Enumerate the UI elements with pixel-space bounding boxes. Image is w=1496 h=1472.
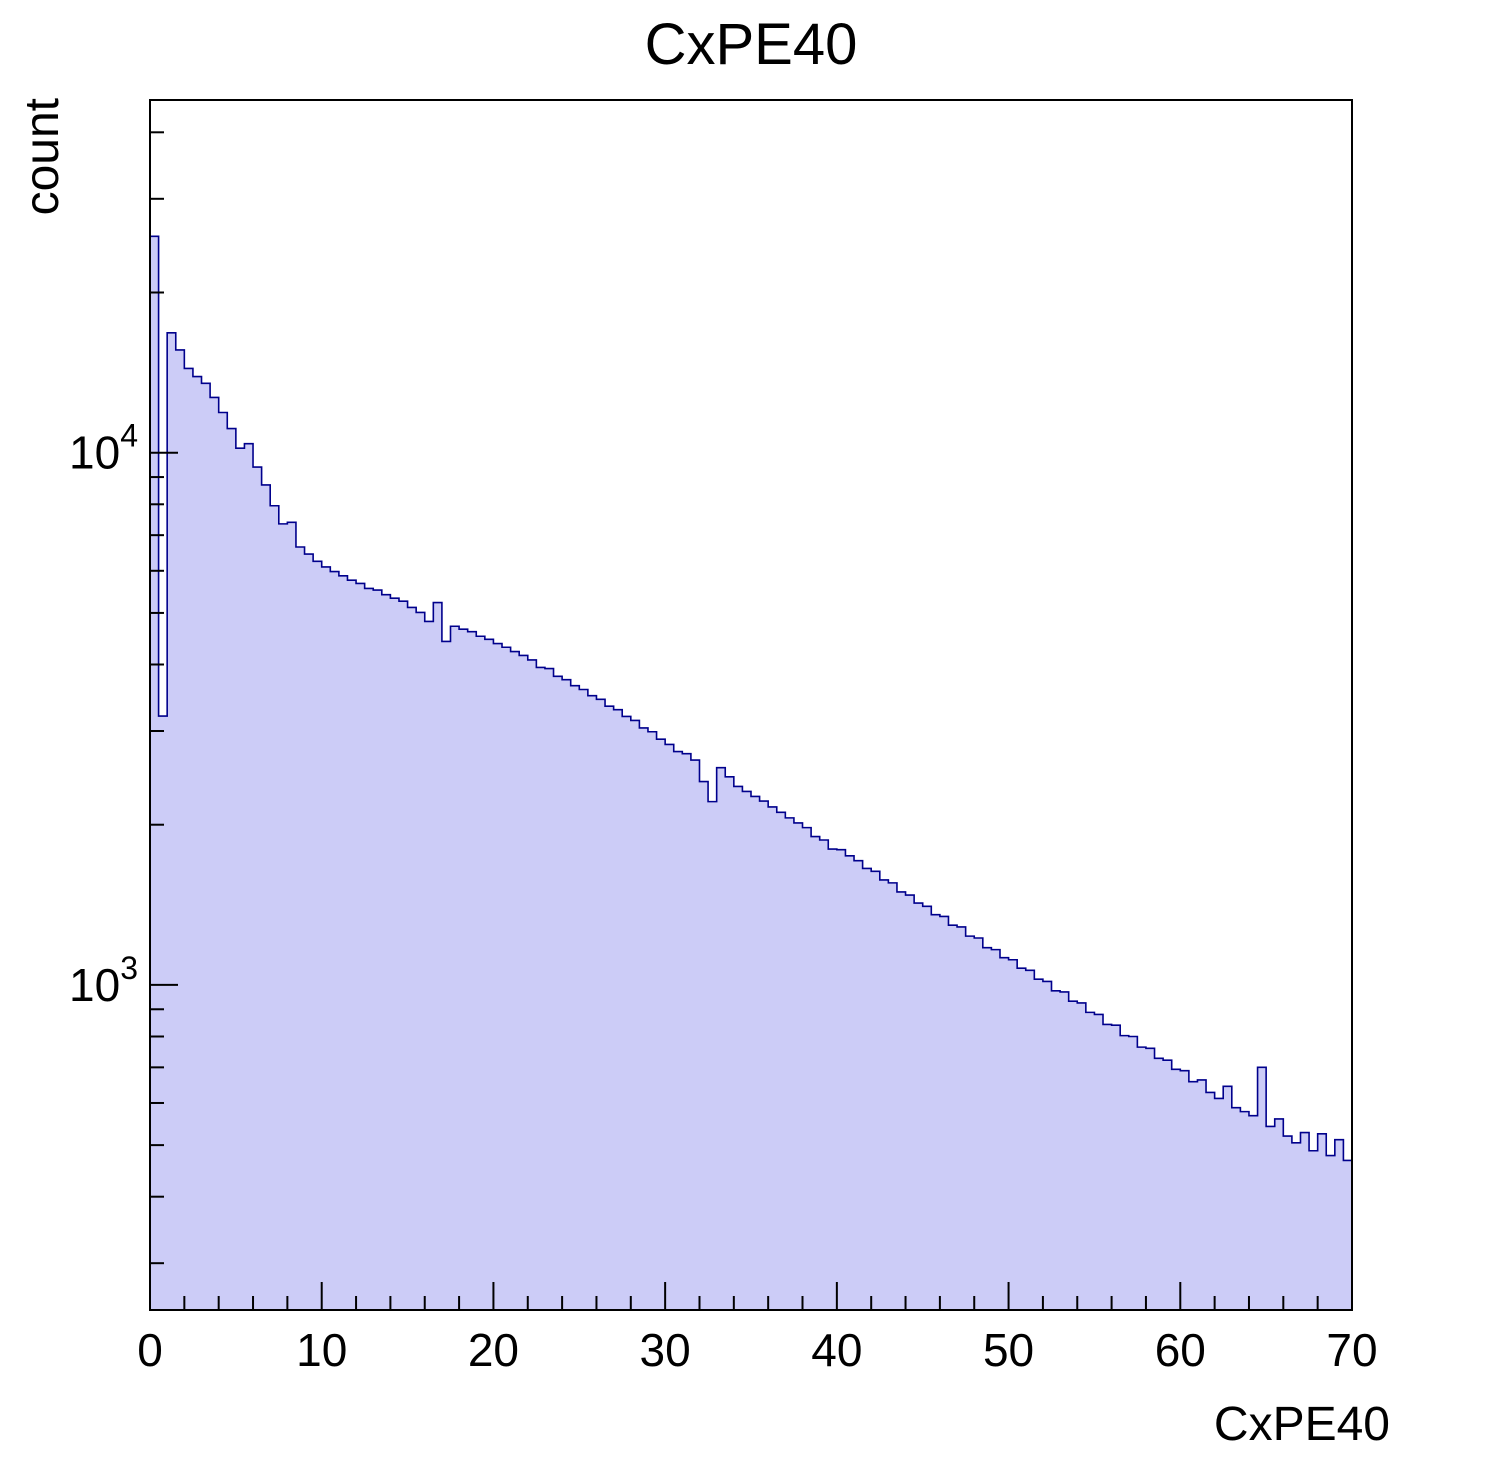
plot-frame: [149, 99, 1353, 1311]
histogram-series: [149, 235, 1353, 1311]
x-tick-label: 10: [296, 1324, 347, 1376]
plot-area: 0 10 20 30 40 50 60 70 103 104: [69, 99, 1378, 1376]
x-tick-label: 30: [640, 1324, 691, 1376]
x-tick-label: 0: [137, 1324, 163, 1376]
x-tick-label: 70: [1326, 1324, 1377, 1376]
chart-title: CxPE40: [645, 12, 858, 77]
y-axis-title: count: [16, 98, 69, 215]
x-axis-title: CxPE40: [1214, 1398, 1390, 1451]
x-tick-label: 20: [468, 1324, 519, 1376]
y-tick-label: 104: [69, 418, 138, 479]
x-tick-label: 40: [811, 1324, 862, 1376]
x-tick-label: 50: [983, 1324, 1034, 1376]
y-tick-label: 103: [69, 950, 138, 1011]
x-tick-label: 60: [1155, 1324, 1206, 1376]
